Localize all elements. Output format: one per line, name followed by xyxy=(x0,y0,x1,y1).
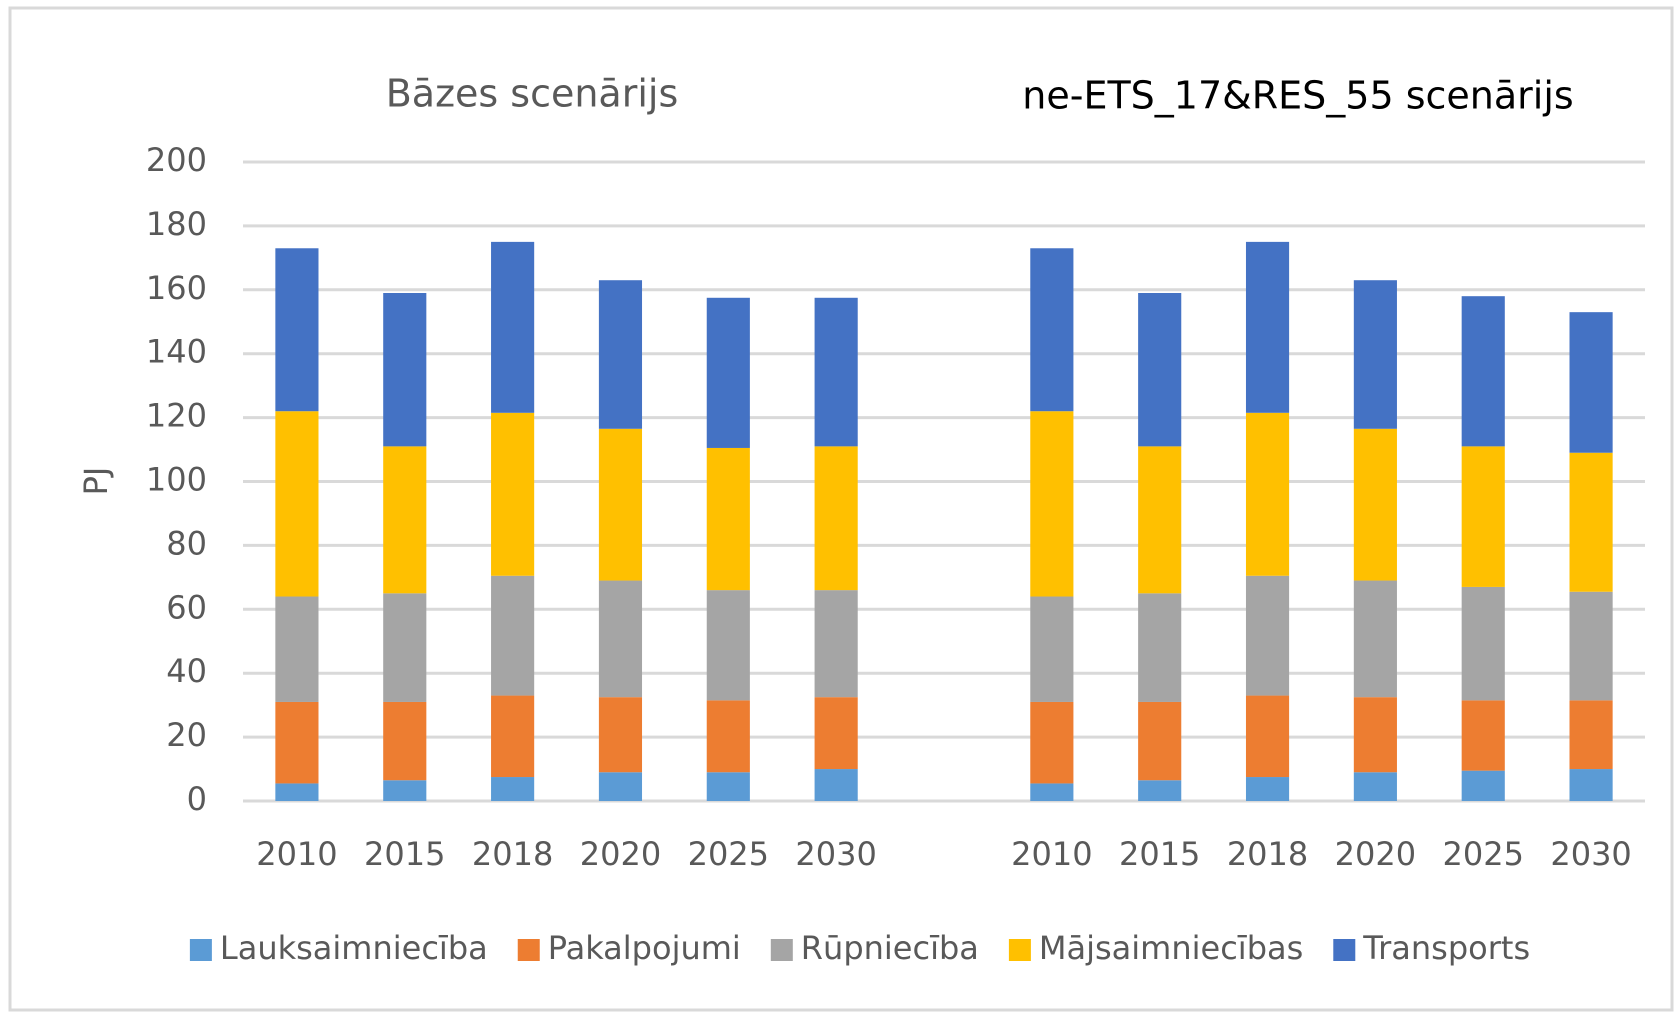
legend-swatch xyxy=(1008,939,1031,961)
x-tick-label: 2018 xyxy=(472,835,553,873)
bar-segment xyxy=(1353,697,1397,773)
bar-segment xyxy=(814,590,858,698)
legend-label: Mājsaimniecības xyxy=(1039,929,1303,967)
bar-segment xyxy=(1569,769,1613,801)
y-axis-label: PJ xyxy=(77,467,115,496)
bar-segment xyxy=(383,701,427,781)
bar-segment xyxy=(1138,593,1182,702)
bar-segment xyxy=(706,447,750,591)
bar-segment xyxy=(1245,412,1290,576)
y-tick-label: 140 xyxy=(146,333,207,371)
legend-label: Rūpniecība xyxy=(801,929,979,967)
x-tick-label: 2015 xyxy=(1119,835,1200,873)
bar-segment xyxy=(275,411,319,597)
legend-label: Pakalpojumi xyxy=(548,929,741,967)
y-tick-label: 120 xyxy=(146,397,207,435)
x-tick-label: 2020 xyxy=(580,835,661,873)
y-tick-label: 0 xyxy=(187,780,207,818)
bar-segment xyxy=(1245,777,1290,801)
bar-segment xyxy=(814,769,858,801)
bar-segment xyxy=(598,580,643,698)
y-tick-label: 40 xyxy=(166,652,207,690)
bar-segment xyxy=(814,297,858,447)
group-title: Bāzes scenārijs xyxy=(386,72,679,116)
bar-segment xyxy=(1030,596,1074,702)
legend-label: Lauksaimniecība xyxy=(220,929,488,967)
x-tick-label: 2010 xyxy=(1011,835,1092,873)
bar-segment xyxy=(491,241,535,413)
bar-segment xyxy=(1245,241,1290,413)
y-tick-label: 60 xyxy=(166,588,207,626)
y-tick-label: 200 xyxy=(146,141,207,179)
x-tick-label: 2018 xyxy=(1227,835,1308,873)
bar-segment xyxy=(1030,783,1074,801)
bar-segment xyxy=(1245,695,1290,778)
legend-swatch xyxy=(1333,939,1356,961)
x-tick-label: 2025 xyxy=(1443,835,1524,873)
bar-segment xyxy=(598,428,643,581)
bar-segment xyxy=(1569,700,1613,770)
bar-segment xyxy=(275,596,319,702)
group-title: ne-ETS_17&RES_55 scenārijs xyxy=(1022,74,1573,118)
bar-segment xyxy=(1353,580,1397,698)
bar-segment xyxy=(1461,700,1505,771)
bar-segment xyxy=(598,772,643,801)
bar-segment xyxy=(383,446,427,594)
bar-segment xyxy=(706,590,750,701)
bar-segment xyxy=(491,695,535,778)
bar-segment xyxy=(491,777,535,801)
bar-segment xyxy=(383,593,427,702)
y-tick-label: 160 xyxy=(146,269,207,307)
bar-segment xyxy=(1461,296,1505,447)
bar-segment xyxy=(814,697,858,770)
x-tick-label: 2010 xyxy=(256,835,337,873)
bar-segment xyxy=(706,297,750,448)
bar-segment xyxy=(598,697,643,773)
x-tick-label: 2025 xyxy=(688,835,769,873)
bar-segment xyxy=(1138,292,1182,447)
bar-segment xyxy=(598,280,643,429)
bar-segment xyxy=(1569,312,1613,453)
bar-segment xyxy=(1353,280,1397,429)
y-tick-label: 20 xyxy=(166,716,207,754)
legend-swatch xyxy=(189,939,212,961)
bar-segment xyxy=(1353,428,1397,581)
bar-segment xyxy=(1569,591,1613,701)
bar-segment xyxy=(491,412,535,576)
bar-segment xyxy=(1138,780,1182,801)
legend-label: Transports xyxy=(1362,929,1530,967)
bar-segment xyxy=(275,783,319,801)
bar-segment xyxy=(706,772,750,801)
bar-segment xyxy=(1245,575,1290,696)
bar-segment xyxy=(1353,772,1397,801)
legend-swatch xyxy=(517,939,540,961)
bar-segment xyxy=(1461,446,1505,587)
bar-segment xyxy=(491,575,535,696)
y-tick-label: 180 xyxy=(146,205,207,243)
bar-segment xyxy=(706,700,750,773)
legend-swatch xyxy=(770,939,793,961)
bar-segment xyxy=(1461,586,1505,701)
bar-segment xyxy=(275,701,319,784)
bar-segment xyxy=(1138,701,1182,781)
bar-segment xyxy=(275,248,319,412)
bar-segment xyxy=(1030,411,1074,597)
x-tick-label: 2030 xyxy=(1550,835,1631,873)
bar-segment xyxy=(1569,452,1613,592)
bar-segment xyxy=(1030,701,1074,784)
y-tick-label: 100 xyxy=(146,461,207,499)
bar-segment xyxy=(814,446,858,591)
bar-segment xyxy=(383,292,427,447)
bar-segment xyxy=(1138,446,1182,594)
bar-segment xyxy=(383,780,427,801)
x-tick-label: 2015 xyxy=(364,835,445,873)
bar-segment xyxy=(1461,770,1505,801)
bar-segment xyxy=(1030,248,1074,412)
x-tick-label: 2020 xyxy=(1335,835,1416,873)
y-tick-label: 80 xyxy=(166,524,207,562)
x-tick-label: 2030 xyxy=(795,835,876,873)
